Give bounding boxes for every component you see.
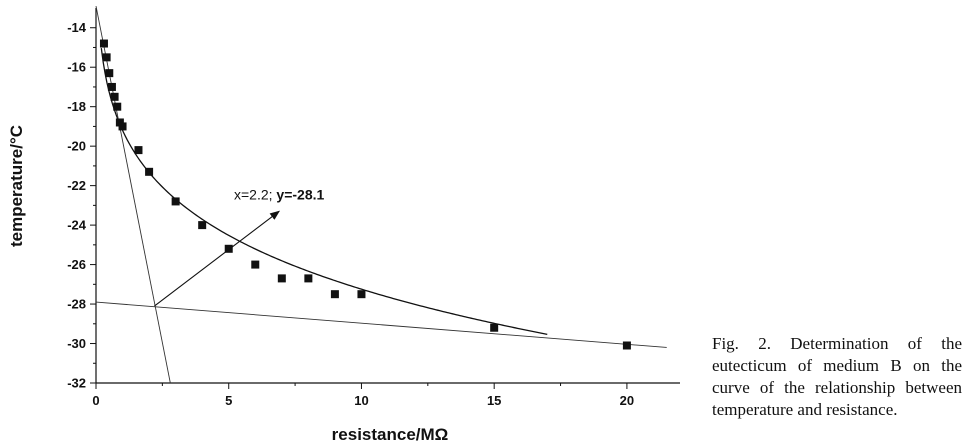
data-point [113,102,122,111]
y-tick-label: -20 [67,139,86,154]
data-point [171,197,180,206]
data-point [357,290,366,299]
x-tick-label: 10 [354,393,368,408]
data-point [107,82,116,91]
x-tick-label: 5 [225,393,232,408]
data-point [99,39,108,48]
data-point [304,274,313,283]
y-axis-title: temperature/°C [7,125,26,247]
annotation-x-value: x=2.2; [234,186,276,202]
y-tick-label: -14 [67,20,87,35]
y-tick-label: -32 [67,376,86,391]
data-point [277,274,286,283]
x-tick-label: 15 [487,393,501,408]
data-point [118,122,127,131]
annotation: x=2.2; y=-28.1 [154,186,325,307]
data-point [330,290,339,299]
x-axis-title: resistance/MΩ [332,425,449,444]
data-point [102,53,111,62]
y-tick-label: -28 [67,297,86,312]
tangent-line-1 [95,5,171,384]
x-tick-label: 20 [620,393,634,408]
annotation-arrow [154,210,280,307]
y-tick-label: -18 [67,99,86,114]
y-tick-label: -22 [67,178,86,193]
data-point [110,92,119,101]
data-points [99,39,631,350]
y-tick-label: -26 [67,257,86,272]
y-tick-label: -24 [67,218,87,233]
data-point [251,260,260,269]
data-point [145,167,154,176]
data-point [490,323,499,332]
axes: -14 -16 -18 -20 -22 -24 -26 -28 -30 -32 0 5 10 15 20 [67,8,680,408]
x-tick-label: 0 [92,393,99,408]
data-point [622,341,631,350]
fit-lines [95,5,667,384]
data-point [198,221,207,230]
y-tick-label: -16 [67,60,86,75]
annotation-y-value: y=-28.1 [276,186,324,202]
chart: -14 -16 -18 -20 -22 -24 -26 -28 -30 -32 0 5 10 15 20 x… [7,5,680,444]
figure-caption: Fig. 2. Determination of the eutecticum … [712,334,962,419]
data-point [134,146,143,155]
tangent-line-2 [95,301,667,348]
data-point [105,69,114,78]
data-point [224,244,233,253]
y-tick-label: -30 [67,336,86,351]
annotation-label: x=2.2; y=-28.1 [234,186,325,202]
